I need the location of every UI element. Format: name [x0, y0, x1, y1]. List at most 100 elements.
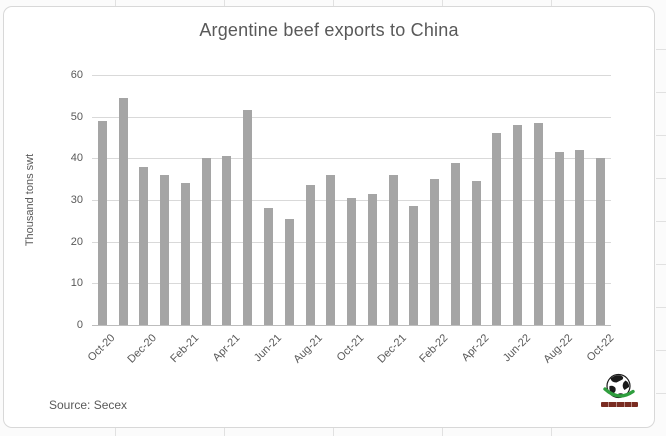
swoosh-icon [603, 387, 635, 398]
x-tick-label-text: Apr-21 [210, 332, 243, 364]
bar-Aug-21 [305, 185, 315, 325]
bar-Oct-20 [97, 120, 107, 325]
x-tick-label-text: Oct-21 [335, 332, 367, 364]
bar-slot [507, 75, 528, 325]
bar-Dec-20 [139, 166, 149, 325]
bar-slot [279, 75, 300, 325]
x-tick-label-text: Jun-21 [251, 332, 284, 365]
worksheet-gridline [656, 92, 666, 93]
globe-logo-graphic [601, 373, 638, 407]
x-tick-label-text: Aug-22 [541, 332, 575, 366]
bar-slot [445, 75, 466, 325]
bar-Jan-21 [160, 175, 170, 325]
bar-Nov-21 [367, 193, 377, 325]
bar-slot [154, 75, 175, 325]
chart-title: Argentine beef exports to China [199, 20, 459, 40]
bar-Jul-22 [533, 122, 543, 325]
worksheet-gridline [551, 0, 552, 6]
x-tick-label-text: Dec-20 [125, 332, 160, 366]
worksheet-gridline [224, 428, 225, 436]
plot-area [92, 75, 611, 326]
bar-slot [424, 75, 445, 325]
worksheet-gridline [115, 428, 116, 436]
worksheet-gridline [224, 0, 225, 6]
globe-continent-shape [610, 375, 624, 383]
bar-Feb-22 [430, 179, 440, 325]
bar-slot [196, 75, 217, 325]
y-tick-label: 20 [70, 235, 83, 248]
worksheet-gridline [115, 0, 116, 6]
bar-slot [341, 75, 362, 325]
x-tick-label-text: Aug-21 [291, 332, 326, 366]
bar-Apr-22 [471, 181, 481, 325]
globe-continent-shape [622, 380, 630, 390]
chart-card: Argentine beef exports to China Thousand… [3, 6, 655, 428]
bar-slot [590, 75, 611, 325]
bar-Apr-21 [222, 156, 232, 325]
bar-May-22 [492, 133, 502, 325]
x-tick-label-text: Apr-22 [459, 332, 492, 364]
bar-Oct-21 [347, 197, 357, 325]
worksheet-gridline [333, 428, 334, 436]
bar-slot [466, 75, 487, 325]
source-note: Source: Secex [49, 398, 128, 412]
bar-slot [175, 75, 196, 325]
bar-slot [549, 75, 570, 325]
y-tick-label: 30 [70, 194, 83, 206]
worksheet-gridline [656, 135, 666, 136]
bar-slot [300, 75, 321, 325]
bar-slot [217, 75, 238, 325]
bar-slot [92, 75, 113, 325]
bar-Oct-22 [596, 158, 606, 325]
worksheet-gridline [656, 178, 666, 179]
bar-slot [362, 75, 383, 325]
worksheet-gridline [656, 264, 666, 265]
worksheet-gridline [551, 428, 552, 436]
bar-Aug-22 [554, 152, 564, 325]
bar-May-21 [243, 110, 253, 325]
bar-slot [320, 75, 341, 325]
x-axis-line [92, 325, 611, 326]
gridline [92, 158, 611, 160]
bar-slot [570, 75, 591, 325]
x-tick-label-text: Feb-21 [167, 332, 201, 366]
bar-slot [383, 75, 404, 325]
bar-slot [134, 75, 155, 325]
bar-slot [403, 75, 424, 325]
publisher-logo [597, 373, 641, 413]
bar-slot [487, 75, 508, 325]
y-tick-label: 40 [70, 152, 83, 165]
bar-Jul-21 [284, 218, 294, 325]
bar-Jun-22 [513, 125, 523, 325]
x-tick-label-text: Oct-22 [584, 332, 617, 364]
bar-Nov-20 [118, 97, 128, 325]
bar-series [92, 75, 611, 325]
x-tick-label-text: Oct-20 [86, 332, 118, 364]
bar-slot [113, 75, 134, 325]
y-tick-label: 0 [76, 319, 83, 331]
worksheet-gridline [656, 350, 666, 351]
worksheet-gridline [656, 393, 666, 394]
worksheet-gridline [656, 49, 666, 50]
x-tick-label-text: Jun-22 [500, 332, 534, 365]
bar-Mar-21 [201, 158, 211, 325]
gridline [92, 116, 611, 118]
bar-slot [528, 75, 549, 325]
bar-Sep-22 [575, 150, 585, 325]
x-tick-label-text: Dec-21 [374, 332, 409, 366]
bar-Feb-21 [180, 183, 190, 325]
bar-slot [237, 75, 258, 325]
y-tick-label: 10 [70, 277, 83, 290]
y-tick-label: 60 [70, 69, 83, 81]
worksheet-gridline [656, 221, 666, 222]
bar-Jan-22 [409, 206, 419, 325]
worksheet-gridline [442, 428, 443, 436]
logo-wordmark [601, 402, 638, 407]
bar-Jun-21 [264, 208, 273, 325]
gridline [92, 75, 611, 76]
y-tick-label: 50 [70, 110, 83, 123]
bar-Mar-22 [450, 162, 460, 325]
bar-slot [258, 75, 279, 325]
bar-Dec-21 [388, 175, 398, 325]
